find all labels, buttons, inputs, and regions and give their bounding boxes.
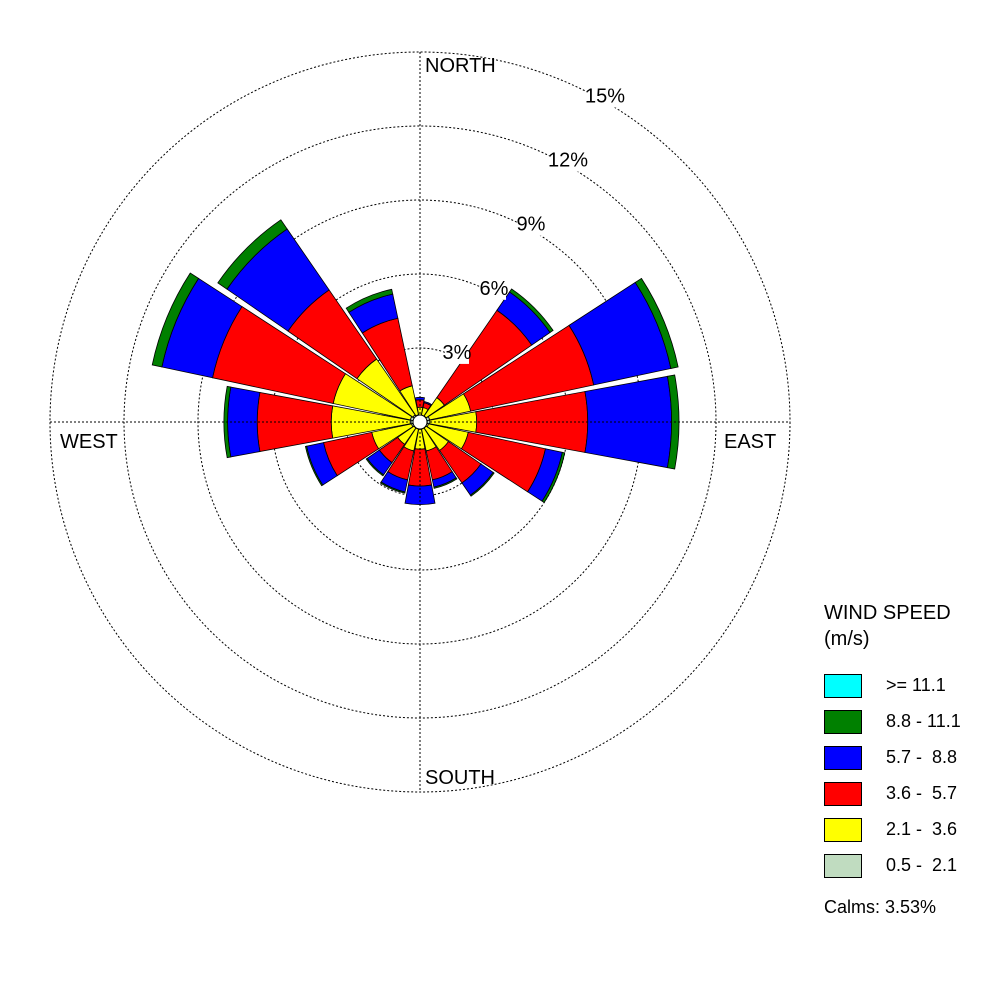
- ring-label-bg: [519, 213, 543, 236]
- legend-swatch: [824, 818, 862, 842]
- direction-label-north: NORTH: [425, 55, 496, 77]
- ring-label-bg: [587, 85, 623, 108]
- legend-swatch: [824, 782, 862, 806]
- legend-item: 2.1 - 3.6: [824, 818, 994, 854]
- wedge-ssw-bin-4: [379, 481, 406, 494]
- wedge-wnw-bin-4: [151, 272, 200, 368]
- ring-label-bg: [482, 277, 506, 300]
- legend-swatch: [824, 746, 862, 770]
- ring-label-bg: [550, 149, 586, 172]
- legend-item-label: 0.5 - 2.1: [886, 855, 958, 875]
- legend-swatch: [824, 854, 862, 878]
- wedge-ene-bin-4: [634, 277, 679, 369]
- calms-value: Calms: 3.53%: [824, 897, 937, 917]
- ring-label: 15%: [585, 86, 625, 108]
- wedges-layer: [151, 219, 680, 506]
- legend-item-label: 2.1 - 3.6: [886, 819, 958, 839]
- wedge-wsw-bin-4: [304, 445, 324, 487]
- ring-label: 3%: [443, 342, 472, 364]
- labels-layer: NORTH EAST SOUTH WEST 3% 6% 9% 12% 15%: [60, 55, 776, 789]
- legend-item-label: 3.6 - 5.7: [886, 783, 958, 803]
- wedge-e-bin-4: [666, 374, 680, 470]
- ring-label-bg: [445, 341, 469, 364]
- direction-label-west: WEST: [60, 431, 118, 453]
- legend-swatch: [824, 710, 862, 734]
- wedge-n-bin-3: [415, 396, 425, 401]
- wedge-s-bin-3: [404, 484, 436, 506]
- center-circle: [412, 414, 428, 430]
- wedge-sse-bin-4: [433, 477, 458, 489]
- wedge-nne-bin-3: [423, 401, 432, 406]
- legend-item: 8.8 - 11.1: [824, 710, 994, 746]
- ring-label: 6%: [480, 278, 509, 300]
- legend-title: WIND SPEED (m/s): [824, 600, 994, 652]
- ring-label: 9%: [517, 214, 546, 236]
- legend-item: 0.5 - 2.1: [824, 854, 994, 890]
- legend-swatch: [824, 674, 862, 698]
- legend-item: >= 11.1: [824, 674, 994, 710]
- legend-title-line2: (m/s): [824, 628, 870, 650]
- legend-item-label: >= 11.1: [886, 675, 946, 695]
- axes-layer: [50, 52, 790, 792]
- legend: WIND SPEED (m/s) >= 11.1 8.8 - 11.1 5.7 …: [824, 600, 994, 890]
- wedge-nnw-bin-4: [345, 288, 394, 313]
- direction-label-south: SOUTH: [425, 767, 495, 789]
- legend-item-label: 8.8 - 11.1: [886, 711, 961, 731]
- wedge-ese-bin-4: [541, 451, 566, 504]
- wedge-nw-bin-4: [217, 219, 288, 290]
- legend-item: 3.6 - 5.7: [824, 782, 994, 818]
- legend-item-label: 5.7 - 8.8: [886, 747, 958, 767]
- wedge-ne-bin-4: [508, 288, 554, 334]
- wedge-se-bin-4: [469, 471, 495, 497]
- ring-label: 12%: [548, 150, 588, 172]
- legend-item: 5.7 - 8.8: [824, 746, 994, 782]
- wedge-sw-bin-4: [365, 457, 385, 477]
- legend-title-line1: WIND SPEED: [824, 602, 951, 624]
- direction-label-east: EAST: [724, 431, 776, 453]
